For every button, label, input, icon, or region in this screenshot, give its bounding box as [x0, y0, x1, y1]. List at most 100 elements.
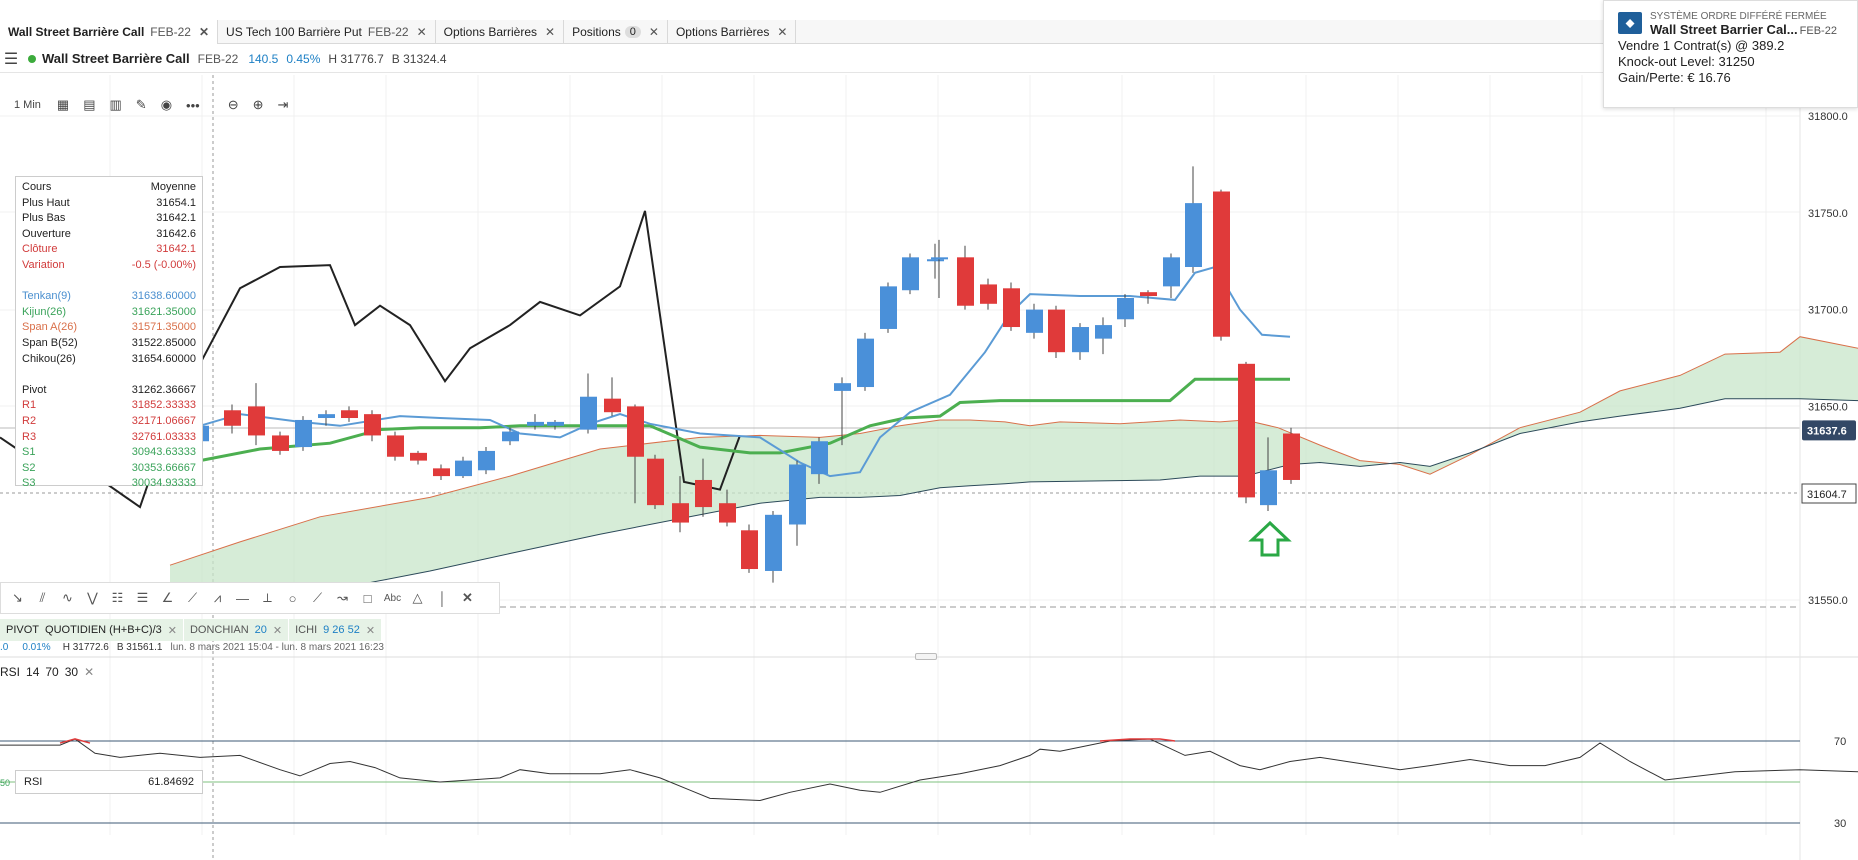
triangle-tool-icon[interactable]: △ [412, 590, 423, 605]
indicator-chips: PIVOT QUOTIDIEN (H+B+C)/3 ✕ DONCHIAN 20 ✕ ICHI… [0, 619, 383, 641]
tab-close-icon[interactable]: ✕ [416, 25, 427, 39]
indicators-icon[interactable]: ▥ [109, 97, 122, 112]
candle-body [627, 406, 644, 457]
candle-body [789, 464, 806, 525]
tab-sub: FEB-22 [367, 25, 409, 39]
ruler-tool-icon[interactable]: ⟂ [263, 590, 272, 605]
circle-tool-icon[interactable]: ○ [288, 590, 297, 606]
rsi-level-label: 70 [1834, 736, 1846, 748]
tab-close-icon[interactable]: ✕ [545, 25, 556, 39]
price-change: 140.5 [248, 51, 279, 66]
high-price: H 31776.7 [328, 51, 384, 66]
indicator-chip-pivot[interactable]: PIVOT QUOTIDIEN (H+B+C)/3 ✕ [0, 619, 184, 641]
eye-icon[interactable]: ◉ [160, 97, 173, 112]
indicator-name: ICHI [295, 624, 318, 636]
order-notification[interactable]: ⬥ SYSTÈME ORDRE DIFFÉRÉ FERMÉE Wall Stre… [1603, 0, 1858, 108]
data-window-label: Ouverture [22, 227, 71, 240]
tab-close-icon[interactable]: ✕ [777, 25, 788, 39]
rsi-level-label: 30 [1834, 818, 1846, 830]
zoom-out-icon[interactable]: ⊖ [227, 97, 239, 112]
candle-body [455, 460, 472, 477]
data-window-value: 31571.35000 [131, 321, 196, 334]
indicator-close-icon[interactable]: ✕ [365, 624, 376, 637]
wave-tool-icon[interactable]: ∿ [62, 590, 73, 605]
rsi-name: RSI [0, 665, 21, 679]
candle [765, 510, 782, 583]
candle-body [1026, 309, 1043, 333]
angle-tool-icon[interactable]: ∠ [161, 590, 174, 605]
tab-close-icon[interactable]: ✕ [198, 25, 210, 39]
chart-type-icon[interactable]: ▤ [83, 97, 96, 112]
data-window-value: 30353.66667 [131, 461, 196, 474]
candle [1117, 294, 1134, 328]
candle [1048, 305, 1065, 358]
menu-icon[interactable]: ☰ [3, 50, 19, 68]
candle [902, 253, 919, 295]
y-tick-label: 31750.0 [1808, 208, 1848, 220]
text-tool-icon[interactable]: Abc [383, 592, 402, 604]
fib-tool-icon[interactable]: ☷ [111, 590, 124, 605]
chikou-line [0, 210, 741, 509]
data-window-label: Tenkan(9) [22, 290, 71, 303]
line-tool-icon[interactable]: ↘ [12, 590, 23, 605]
data-window-row: Plus Haut 31654.1 [22, 196, 196, 212]
zoom-in-icon[interactable]: ⊕ [252, 97, 264, 112]
candle [957, 245, 974, 310]
jump-to-end-icon[interactable]: ⇥ [277, 97, 289, 112]
vline-tool-icon[interactable]: │ [438, 590, 447, 606]
data-window-label: S1 [22, 446, 36, 459]
rsi-close-icon[interactable]: ✕ [84, 665, 95, 679]
candle [1026, 303, 1043, 339]
ray-tool-icon[interactable]: ⟋ [187, 590, 198, 605]
candle [811, 437, 828, 484]
instrument-header: ☰ Wall Street Barrière Call FEB-22 140.5… [0, 45, 1858, 73]
tab-label: US Tech 100 Barrière Put [226, 25, 362, 39]
candle [927, 243, 944, 279]
tab-4[interactable]: Options Barrières ✕ [668, 20, 797, 44]
data-window-value: 31638.60000 [131, 290, 196, 303]
tab-0[interactable]: Wall Street Barrière Call FEB-22 ✕ [0, 20, 219, 44]
data-window-value: 30943.63333 [131, 446, 196, 459]
panel-resize-handle[interactable] [915, 653, 937, 660]
tab-label: Options Barrières [443, 25, 538, 39]
candle-body [927, 259, 944, 262]
data-window-value: 31654.60000 [131, 352, 196, 365]
arrow-tool-icon[interactable]: ↝ [337, 590, 348, 605]
data-window-row: R1 31852.33333 [22, 398, 196, 414]
tab-label: Positions [572, 25, 621, 39]
data-window-value: 31852.33333 [131, 399, 196, 412]
candle [547, 419, 564, 430]
timeframe-selector[interactable]: 1 Min [14, 99, 41, 111]
pattern-tool-icon[interactable]: ⩘ [213, 590, 222, 605]
more-icon[interactable]: ••• [186, 97, 200, 113]
data-window-row: Cours Moyenne [22, 180, 196, 196]
indicator-chip-donchian[interactable]: DONCHIAN 20 ✕ [183, 619, 290, 641]
draw-icon[interactable]: ✎ [135, 97, 147, 112]
zigzag-tool-icon[interactable]: ⋁ [87, 590, 98, 605]
data-window-row: Pivot 31262.36667 [22, 383, 196, 399]
tab-3[interactable]: Positions 0 ✕ [564, 20, 668, 44]
rect-tool-icon[interactable]: □ [363, 590, 372, 606]
tab-1[interactable]: US Tech 100 Barrière Put FEB-22 ✕ [218, 20, 436, 44]
candle-body [341, 410, 358, 419]
fib-ext-tool-icon[interactable]: ☰ [136, 590, 149, 605]
candle [1140, 290, 1157, 304]
tab-2[interactable]: Options Barrières ✕ [436, 20, 565, 44]
candle [1095, 317, 1112, 355]
candle-body [811, 441, 828, 475]
hline-tool-icon[interactable]: — [236, 590, 249, 606]
tab-close-icon[interactable]: ✕ [648, 25, 659, 39]
indicator-chip-ichi[interactable]: ICHI 9 26 52 ✕ [289, 619, 383, 641]
brush-tool-icon[interactable]: ⟋ [312, 590, 323, 605]
candle-body [1048, 309, 1065, 353]
parallel-tool-icon[interactable]: ⫽ [39, 590, 46, 605]
candle-body [295, 419, 312, 448]
indicator-close-icon[interactable]: ✕ [167, 624, 177, 637]
close-icon[interactable]: ✕ [462, 590, 473, 605]
candle-body [857, 338, 874, 388]
calendar-icon[interactable]: ▦ [56, 97, 70, 112]
rsi-overbought-segment [1099, 738, 1176, 742]
notification-line-3: Gain/Perte: € 16.76 [1618, 70, 1731, 85]
indicator-close-icon[interactable]: ✕ [272, 624, 283, 637]
